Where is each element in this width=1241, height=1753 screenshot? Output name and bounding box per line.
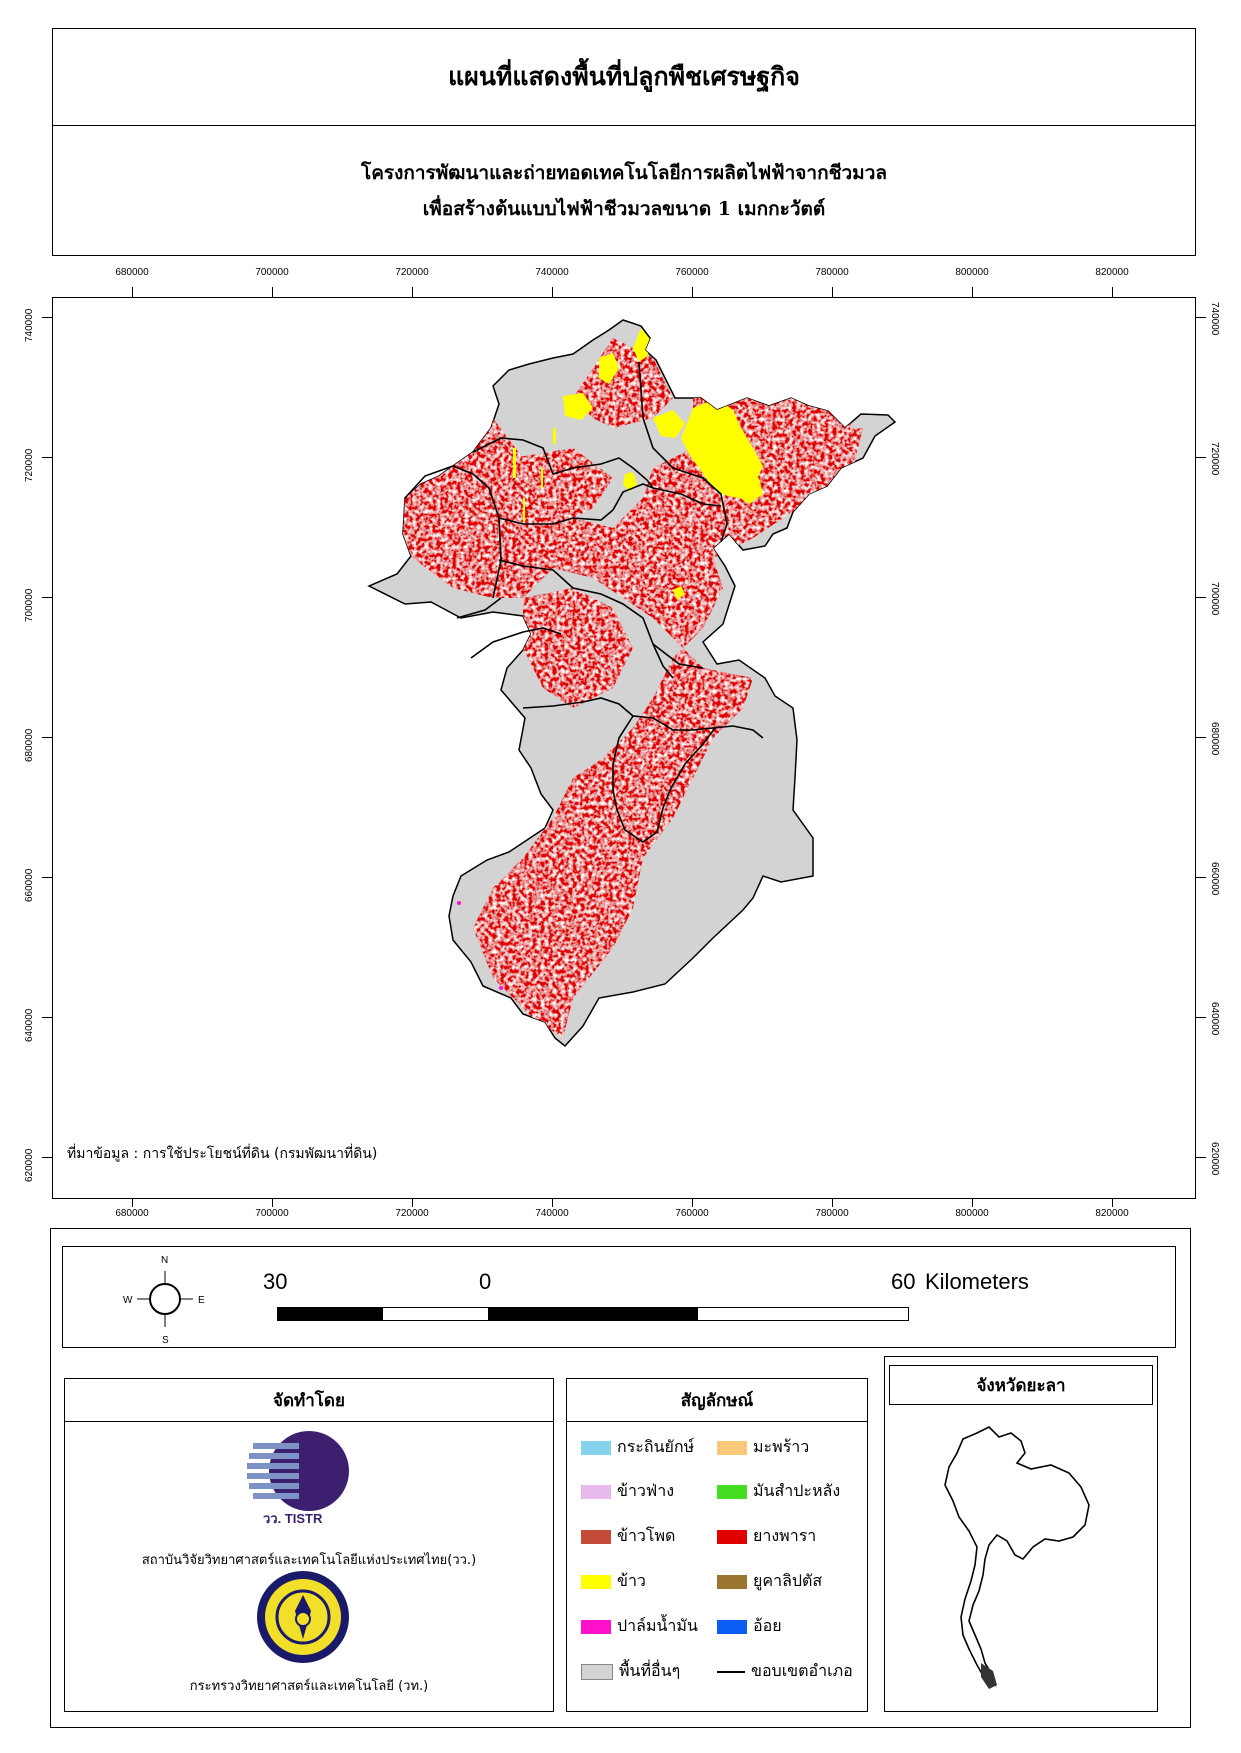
scale-label-left: 30 bbox=[263, 1269, 288, 1294]
x-tick-label: 780000 bbox=[815, 1208, 849, 1219]
tistr-logo-text: วว. TISTR bbox=[263, 1511, 323, 1525]
legend-item: กระถินยักษ์ bbox=[581, 1435, 694, 1460]
tistr-logo: วว. TISTR bbox=[247, 1431, 349, 1525]
inset-heading: จังหวัดยะลา bbox=[889, 1365, 1153, 1405]
compass-icon: N S E W bbox=[123, 1255, 205, 1346]
legend-swatch bbox=[581, 1529, 611, 1544]
scale-bar bbox=[277, 1307, 909, 1321]
west-label: W bbox=[123, 1295, 133, 1306]
map-subtitle: โครงการพัฒนาและถ่ายทอดเทคโนโลยีการผลิตไฟ… bbox=[52, 126, 1196, 256]
legend-item: มะพร้าว bbox=[717, 1435, 809, 1460]
boundary-line-swatch bbox=[717, 1670, 745, 1673]
x-tick-label: 700000 bbox=[255, 1208, 289, 1219]
producer-panel: จัดทำโดย วว. TISTR สถาบันวิจัยวิทยาศาสตร… bbox=[64, 1378, 554, 1712]
y-tick-label: 660000 bbox=[1209, 862, 1220, 896]
scale-unit: Kilometers bbox=[925, 1269, 1029, 1294]
land-use-layer bbox=[373, 328, 863, 1038]
map-frame: ที่มาข้อมูล : การใช้ประโยชน์ที่ดิน (กรมพ… bbox=[52, 297, 1196, 1199]
y-tick-label: 660000 bbox=[24, 868, 35, 902]
org-tistr-name: สถาบันวิจัยวิทยาศาสตร์และเทคโนโลยีแห่งปร… bbox=[141, 1553, 477, 1568]
legend-item: ยางพารา bbox=[717, 1524, 816, 1549]
legend-item: มันสำปะหลัง bbox=[717, 1479, 840, 1504]
legend-swatch bbox=[717, 1484, 747, 1499]
x-tick-label: 740000 bbox=[535, 267, 569, 278]
north-label: N bbox=[161, 1255, 168, 1266]
legend-item: ขอบเขตอำเภอ bbox=[717, 1659, 853, 1684]
south-label: S bbox=[162, 1335, 169, 1346]
y-tick-label: 640000 bbox=[24, 1008, 35, 1042]
org-ministry-name: กระทรวงวิทยาศาสตร์และเทคโนโลยี (วท.) bbox=[189, 1679, 429, 1694]
x-tick-label: 700000 bbox=[255, 267, 289, 278]
legend-swatch bbox=[717, 1619, 747, 1634]
legend-swatch bbox=[581, 1484, 611, 1499]
y-tick-label: 680000 bbox=[1209, 722, 1220, 756]
legend-swatch bbox=[717, 1529, 747, 1544]
legend-swatch bbox=[717, 1440, 747, 1455]
inset-panel: จังหวัดยะลา bbox=[884, 1356, 1158, 1712]
legend-item: ข้าว bbox=[581, 1569, 646, 1594]
x-tick-label: 680000 bbox=[115, 1208, 149, 1219]
producer-heading: จัดทำโดย bbox=[65, 1379, 553, 1422]
scale-bar-box: N S E W 30 0 60 Kilometers bbox=[62, 1246, 1176, 1348]
east-label: E bbox=[198, 1295, 205, 1306]
legend-item: ข้าวฟ่าง bbox=[581, 1479, 674, 1504]
x-tick-label: 760000 bbox=[675, 267, 709, 278]
y-tick-label: 740000 bbox=[24, 308, 35, 342]
yala-highlight bbox=[981, 1663, 997, 1689]
x-tick-label: 680000 bbox=[115, 267, 149, 278]
y-tick-label: 720000 bbox=[1209, 442, 1220, 476]
source-note: ที่มาข้อมูล : การใช้ประโยชน์ที่ดิน (กรมพ… bbox=[67, 1144, 377, 1162]
legend-item: ข้าวโพด bbox=[581, 1524, 675, 1549]
subtitle-line-2: เพื่อสร้างต้นแบบไฟฟ้าชีวมวลขนาด 1 เมกกะว… bbox=[422, 197, 826, 220]
x-tick-label: 800000 bbox=[955, 1208, 989, 1219]
y-tick-label: 620000 bbox=[24, 1148, 35, 1182]
legend-swatch bbox=[581, 1619, 611, 1634]
province-map: ที่มาข้อมูล : การใช้ประโยชน์ที่ดิน (กรมพ… bbox=[67, 319, 896, 1162]
map-title: แผนที่แสดงพื้นที่ปลูกพืชเศรษฐกิจ bbox=[52, 28, 1196, 126]
legend-item: พื้นที่อื่นๆ bbox=[581, 1659, 680, 1684]
x-tick-label: 720000 bbox=[395, 1208, 429, 1219]
y-tick-label: 680000 bbox=[24, 728, 35, 762]
x-tick-label: 820000 bbox=[1095, 1208, 1129, 1219]
y-tick-label: 720000 bbox=[24, 448, 35, 482]
legend-swatch bbox=[717, 1574, 747, 1589]
x-tick-label: 800000 bbox=[955, 267, 989, 278]
symbol-legend: สัญลักษณ์ กระถินยักษ์ มะพร้าว ข้าวฟ่าง ม… bbox=[566, 1378, 868, 1712]
scale-label-zero: 0 bbox=[479, 1269, 492, 1294]
thailand-locator-map bbox=[944, 1426, 1090, 1689]
legend-swatch bbox=[581, 1663, 613, 1680]
scale-label-right: 60 bbox=[891, 1269, 916, 1294]
ministry-seal-icon bbox=[257, 1571, 349, 1663]
y-tick-label: 700000 bbox=[1209, 582, 1220, 616]
legend-swatch bbox=[581, 1440, 611, 1455]
legend-item: ยูคาลิปตัส bbox=[717, 1569, 822, 1594]
x-tick-label: 820000 bbox=[1095, 267, 1129, 278]
legend-heading: สัญลักษณ์ bbox=[567, 1379, 867, 1422]
y-tick-label: 740000 bbox=[1209, 302, 1220, 336]
x-tick-label: 740000 bbox=[535, 1208, 569, 1219]
y-tick-label: 700000 bbox=[24, 588, 35, 622]
x-tick-label: 720000 bbox=[395, 267, 429, 278]
y-tick-label: 620000 bbox=[1209, 1142, 1220, 1176]
legend-item: อ้อย bbox=[717, 1614, 782, 1639]
legend-item: ปาล์มน้ำมัน bbox=[581, 1614, 698, 1639]
subtitle-line-1: โครงการพัฒนาและถ่ายทอดเทคโนโลยีการผลิตไฟ… bbox=[360, 161, 888, 184]
legend-swatch bbox=[581, 1574, 611, 1589]
y-tick-label: 640000 bbox=[1209, 1002, 1220, 1036]
legend-panel bbox=[50, 1228, 1191, 1728]
district-boundaries bbox=[404, 361, 764, 843]
x-tick-label: 780000 bbox=[815, 267, 849, 278]
x-tick-label: 760000 bbox=[675, 1208, 709, 1219]
